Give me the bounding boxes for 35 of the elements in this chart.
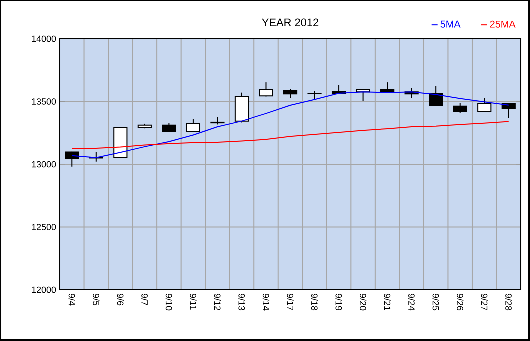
x-tick-label: 9/25: [432, 294, 440, 311]
x-tick-label: 9/11: [190, 294, 197, 310]
x-tick-label: 9/4: [68, 294, 76, 306]
legend-label: 5MA: [440, 20, 461, 28]
candlestick: [186, 118, 201, 132]
x-tick-label: 9/18: [311, 294, 318, 311]
x-tick-label: 9/7: [142, 294, 148, 306]
x-tick-label: 9/14: [262, 294, 270, 311]
candlestick: [259, 82, 274, 98]
y-tick-label: 12000: [32, 286, 56, 294]
y-tick-label: 13500: [32, 98, 56, 105]
x-tick-label: 9/27: [481, 294, 488, 311]
y-tick-label: 14000: [32, 36, 56, 42]
y-tick-label: 13000: [32, 161, 56, 168]
x-tick-label: 9/28: [506, 294, 512, 311]
x-tick-label: 9/21: [384, 294, 391, 311]
candlestick: [453, 102, 468, 114]
legend-label: 25MA: [490, 20, 516, 28]
x-tick-label: 9/13: [238, 294, 246, 311]
x-tick-label: 9/10: [166, 294, 172, 311]
x-tick-label: 9/19: [336, 294, 342, 311]
candlestick: [478, 98, 492, 112]
x-tick-label: 9/12: [214, 294, 222, 311]
x-tick-label: 9/26: [457, 294, 464, 311]
x-tick-label: 9/24: [408, 294, 416, 311]
y-tick-label: 12500: [32, 224, 56, 230]
candlestick: [65, 151, 80, 168]
x-tick-label: 9/6: [117, 294, 124, 306]
candlestick: [429, 86, 444, 107]
line-series: [72, 121, 510, 150]
x-tick-label: 9/20: [360, 294, 367, 311]
x-tick-label: 9/17: [287, 294, 294, 311]
x-tick-label: 9/5: [93, 294, 100, 306]
candlestick: [380, 82, 395, 93]
chart-title: YEAR 2012: [262, 18, 319, 26]
